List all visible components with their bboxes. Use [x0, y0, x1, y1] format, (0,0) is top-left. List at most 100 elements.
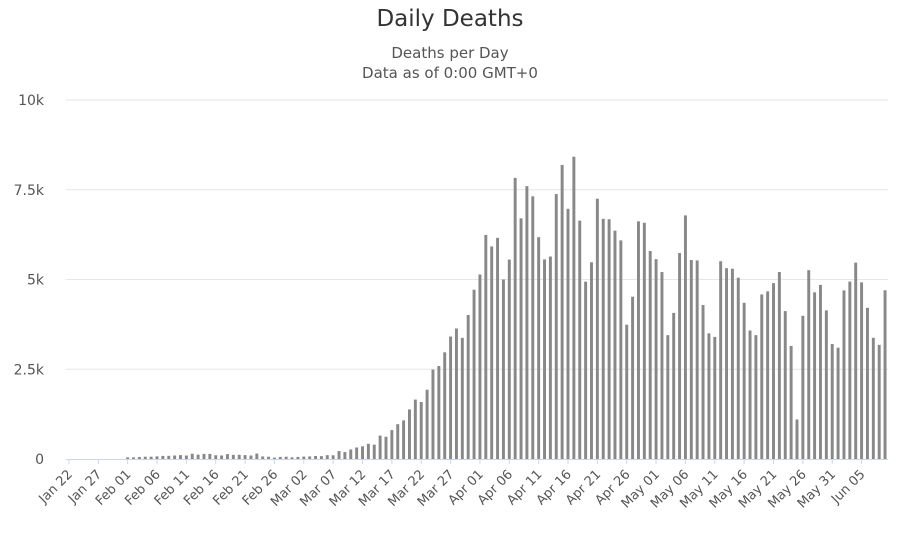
bar	[801, 315, 805, 459]
bar	[437, 366, 441, 459]
bar	[842, 290, 846, 459]
bar	[777, 271, 781, 459]
chart-subtitle-data-as-of: Data as of 0:00 GMT+0	[362, 64, 538, 82]
bar	[296, 456, 300, 459]
bar	[760, 294, 764, 459]
bar	[466, 315, 470, 459]
bar	[766, 291, 770, 459]
bar	[190, 453, 194, 459]
bar	[425, 389, 429, 459]
bar	[772, 283, 775, 459]
bar	[143, 456, 147, 459]
bar	[854, 262, 858, 459]
bar	[865, 307, 869, 459]
bar	[408, 409, 411, 459]
bar	[384, 436, 388, 459]
bar	[619, 240, 623, 459]
bar	[678, 253, 682, 459]
bar	[507, 259, 511, 459]
bar	[590, 262, 593, 459]
bar	[319, 456, 323, 459]
bar	[660, 272, 664, 459]
bar	[132, 457, 135, 459]
bar	[443, 352, 447, 459]
bar	[789, 345, 793, 459]
bar	[824, 310, 828, 459]
bar	[631, 296, 635, 459]
bar	[807, 270, 811, 459]
bar	[636, 221, 640, 459]
bar	[683, 215, 687, 459]
bar	[196, 454, 200, 459]
bar	[501, 279, 505, 459]
bar	[472, 289, 476, 459]
bar	[742, 302, 746, 459]
bar	[883, 290, 887, 459]
bar	[748, 330, 752, 459]
bar	[736, 277, 740, 459]
bar	[272, 457, 276, 459]
bar	[137, 456, 141, 459]
bar	[496, 237, 500, 459]
bar	[243, 455, 247, 459]
bar	[249, 455, 253, 459]
bar	[484, 234, 488, 459]
bar	[548, 256, 552, 459]
bar	[278, 456, 282, 459]
bar	[237, 454, 241, 459]
bar	[525, 186, 529, 459]
bar	[308, 456, 312, 459]
bar	[202, 453, 206, 459]
bar	[701, 305, 705, 459]
y-tick-label: 10k	[18, 93, 45, 109]
bar	[173, 455, 177, 459]
bar	[343, 452, 347, 459]
chart-subtitle-deaths-per-day: Deaths per Day	[391, 44, 509, 62]
bar	[572, 156, 576, 460]
bar	[167, 455, 171, 459]
bar	[830, 344, 834, 459]
bar	[754, 335, 758, 459]
bar	[225, 454, 229, 459]
bar	[331, 455, 335, 459]
bar	[578, 220, 582, 459]
bar	[261, 456, 265, 459]
bar	[713, 336, 717, 459]
bar	[337, 451, 341, 459]
bar	[413, 399, 417, 459]
bar	[689, 260, 693, 459]
bar	[860, 282, 864, 459]
y-tick-label: 5k	[27, 273, 45, 289]
bar	[813, 292, 817, 459]
bar	[390, 430, 394, 459]
bar	[707, 333, 711, 459]
bar	[719, 261, 723, 459]
bar	[231, 454, 235, 459]
bar	[730, 268, 734, 459]
bar	[531, 196, 535, 459]
y-tick-label: 0	[35, 452, 44, 468]
bar	[396, 424, 400, 459]
bar	[284, 456, 288, 459]
bar	[519, 218, 523, 459]
bar	[349, 449, 353, 459]
bar	[725, 268, 729, 459]
bar	[314, 455, 318, 459]
bar	[255, 453, 259, 459]
bar	[431, 369, 435, 459]
bar	[537, 237, 541, 459]
bar	[601, 218, 605, 459]
bar	[848, 281, 852, 459]
bar	[695, 260, 699, 459]
bar	[783, 311, 787, 459]
bar	[836, 347, 840, 459]
y-tick-label: 7.5k	[14, 183, 45, 199]
bar	[155, 456, 159, 459]
bar	[460, 337, 464, 459]
bar	[179, 455, 182, 459]
bar	[672, 312, 676, 459]
bar	[490, 246, 494, 459]
y-tick-label: 2.5k	[14, 362, 45, 378]
